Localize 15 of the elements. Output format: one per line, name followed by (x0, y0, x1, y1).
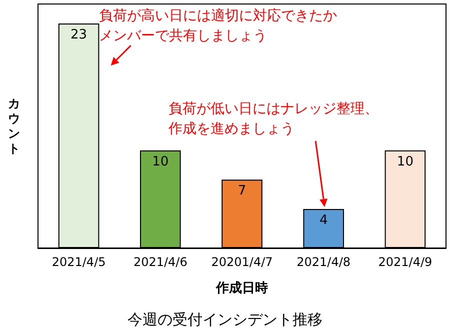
x-tick-label: 2021/4/5 (52, 255, 106, 269)
data-label: 10 (396, 154, 414, 170)
annotation: 負荷が高い日には適切に対応できたかメンバーで共有しましょう (98, 8, 337, 44)
x-tick-label: 2021/4/8 (296, 255, 351, 269)
text: 今週の受付インシデント推移 (128, 310, 322, 328)
x-tick-label: 20201/4/7 (211, 255, 273, 269)
data-label: 23 (70, 28, 88, 43)
data-label: 10 (152, 154, 169, 170)
x-axis-title: 作成日時 (215, 281, 268, 296)
x-tick-label: 2021/4/9 (378, 255, 432, 269)
data-label: 4 (319, 212, 328, 228)
annotation: 負荷が低い日にはナレッジ整理、作成を進めましょう (168, 100, 379, 137)
x-tick-label: 2021/4/6 (133, 255, 188, 269)
y-axis-title: カウント (8, 96, 20, 156)
data-label: 7 (238, 184, 246, 199)
